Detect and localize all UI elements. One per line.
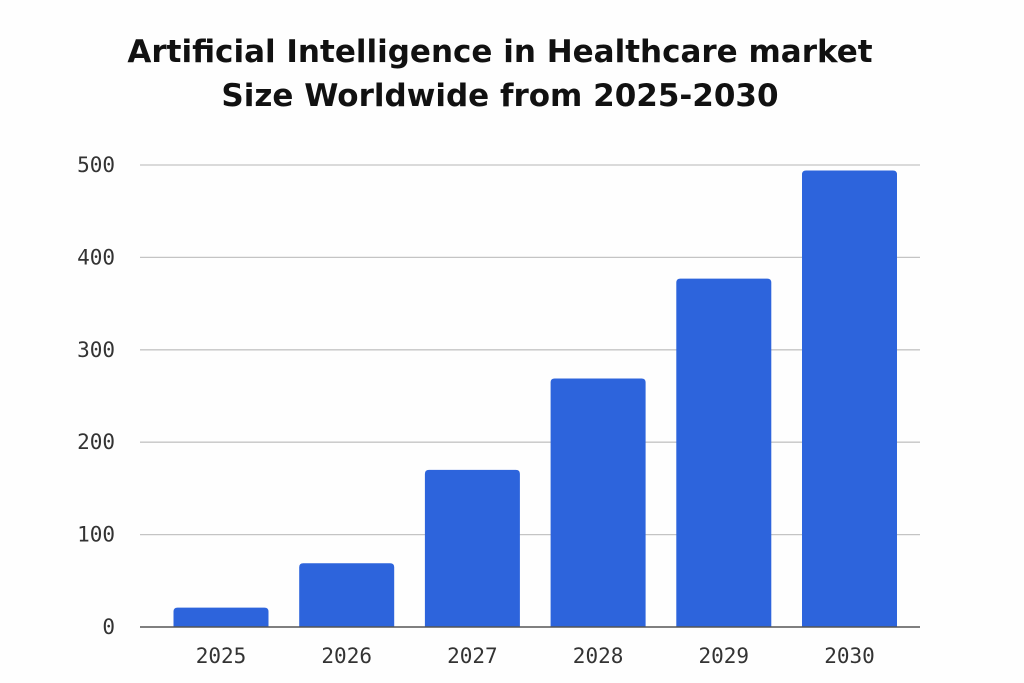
y-tick-label: 200 — [77, 430, 115, 454]
y-tick-label: 500 — [77, 153, 115, 177]
bar-2026 — [299, 563, 395, 627]
y-tick-label: 300 — [77, 338, 115, 362]
x-tick-label: 2026 — [321, 644, 372, 668]
y-tick-label: 400 — [77, 245, 115, 269]
x-tick-label: 2027 — [447, 644, 498, 668]
y-tick-label: 100 — [77, 523, 115, 547]
bar-2025 — [173, 607, 269, 627]
chart-title-line-2: Size Worldwide from 2025-2030 — [221, 78, 779, 114]
x-tick-label: 2028 — [573, 644, 624, 668]
x-tick-label: 2029 — [699, 644, 750, 668]
bar-2030 — [802, 170, 897, 627]
chart-title-line-1: Artificial Intelligence in Healthcare ma… — [127, 34, 873, 70]
x-tick-label: 2025 — [196, 644, 247, 668]
chart-title: Artificial Intelligence in Healthcare ma… — [0, 30, 1000, 118]
x-tick-label: 2030 — [824, 644, 875, 668]
bar-2027 — [424, 469, 520, 627]
bar-2028 — [550, 378, 646, 627]
bar-2029 — [676, 278, 772, 627]
y-tick-label: 0 — [102, 615, 115, 639]
